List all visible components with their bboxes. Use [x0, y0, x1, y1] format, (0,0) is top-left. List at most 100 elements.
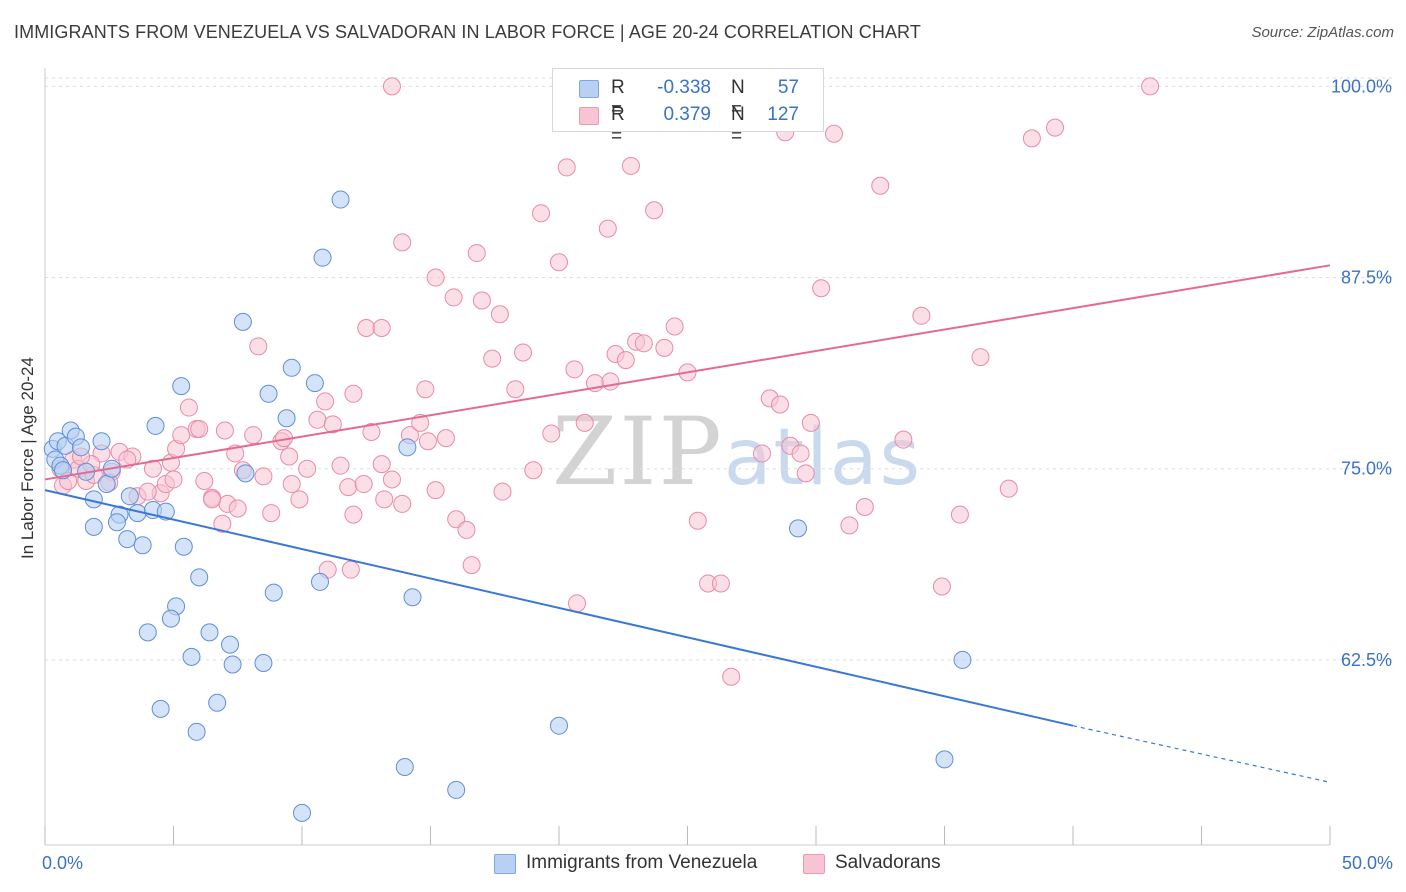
data-point-salvadoran: [493, 482, 512, 501]
data-point-venezuela: [789, 519, 808, 538]
data-point-salvadoran: [298, 459, 317, 478]
data-point-salvadoran: [514, 343, 533, 362]
data-point-salvadoran: [999, 479, 1018, 498]
legend-swatch-venezuela: [579, 80, 599, 98]
data-point-venezuela: [156, 502, 175, 521]
source-label: Source: ZipAtlas.com: [1251, 24, 1394, 41]
data-point-salvadoran: [382, 77, 401, 96]
data-point-venezuela: [395, 757, 414, 776]
data-point-venezuela: [305, 374, 324, 393]
data-point-salvadoran: [362, 423, 381, 442]
data-point-salvadoran: [462, 556, 481, 575]
data-point-venezuela: [133, 536, 152, 555]
data-point-venezuela: [223, 655, 242, 674]
data-point-salvadoran: [894, 430, 913, 449]
data-point-venezuela: [71, 438, 90, 457]
data-point-salvadoran: [457, 520, 476, 539]
bottom-legend-label: Immigrants from Venezuela: [526, 852, 758, 873]
data-point-venezuela: [120, 487, 139, 506]
data-point-salvadoran: [308, 410, 327, 429]
data-point-salvadoran: [645, 201, 664, 220]
bottom-legend-label: Salvadorans: [835, 852, 941, 873]
data-point-salvadoran: [601, 372, 620, 391]
data-point-salvadoran: [550, 253, 568, 272]
data-point-salvadoran: [532, 204, 551, 223]
data-point-salvadoran: [195, 471, 214, 490]
data-point-venezuela: [161, 609, 180, 628]
data-point-salvadoran: [634, 334, 653, 353]
data-point-salvadoran: [467, 244, 486, 263]
data-point-venezuela: [953, 650, 972, 669]
data-point-salvadoran: [655, 338, 674, 357]
data-point-salvadoran: [840, 516, 859, 535]
x-tick-label: 0.0%: [42, 853, 83, 873]
data-point-salvadoran: [382, 470, 401, 489]
data-point-salvadoran: [722, 667, 741, 686]
data-point-salvadoran: [444, 288, 463, 307]
data-point-salvadoran: [215, 421, 234, 440]
legend-n-label: N =: [731, 77, 745, 120]
data-point-salvadoran: [357, 319, 376, 338]
data-point-venezuela: [293, 803, 311, 822]
data-point-salvadoran: [190, 419, 209, 438]
data-point-salvadoran: [228, 499, 247, 518]
data-point-salvadoran: [542, 424, 561, 443]
x-tick-label: 50.0%: [1342, 853, 1393, 873]
data-point-salvadoran: [824, 124, 843, 143]
data-point-venezuela: [84, 517, 103, 536]
data-point-venezuela: [146, 416, 165, 435]
y-tick-label: 62.5%: [1341, 650, 1392, 670]
data-point-venezuela: [53, 461, 72, 480]
data-point-venezuela: [200, 623, 219, 642]
data-point-salvadoran: [344, 505, 363, 524]
data-point-venezuela: [403, 588, 422, 607]
data-point-salvadoran: [249, 337, 268, 356]
data-point-venezuela: [190, 568, 209, 587]
data-point-salvadoran: [316, 392, 335, 411]
data-point-salvadoran: [711, 574, 730, 593]
data-point-salvadoran: [418, 432, 437, 451]
data-point-venezuela: [172, 377, 191, 396]
data-point-salvadoran: [426, 481, 445, 500]
data-point-salvadoran: [323, 415, 342, 434]
data-point-salvadoran: [753, 444, 772, 463]
data-point-salvadoran: [436, 429, 455, 448]
data-point-salvadoran: [598, 219, 617, 238]
data-point-salvadoran: [771, 395, 790, 414]
data-point-salvadoran: [567, 594, 586, 613]
data-point-salvadoran: [812, 279, 831, 298]
y-tick-label: 75.0%: [1341, 459, 1392, 479]
data-point-salvadoran: [932, 577, 951, 596]
data-point-salvadoran: [290, 490, 309, 509]
y-axis-label: In Labor Force | Age 20-24: [18, 357, 37, 559]
data-point-salvadoran: [372, 319, 391, 338]
data-point-venezuela: [92, 432, 111, 451]
data-point-salvadoran: [244, 426, 263, 445]
legend-r-value: -0.338: [657, 77, 711, 98]
data-point-salvadoran: [282, 475, 301, 494]
trendline-venezuela-extension: [1072, 725, 1331, 783]
stats-legend: R = -0.338 N = 57 R = 0.379 N = 127: [552, 68, 824, 147]
data-point-salvadoran: [344, 384, 363, 403]
data-point-salvadoran: [665, 317, 684, 336]
data-point-venezuela: [259, 384, 278, 403]
data-point-venezuela: [331, 190, 350, 209]
data-point-salvadoran: [354, 475, 373, 494]
data-point-salvadoran: [416, 380, 435, 399]
data-point-venezuela: [254, 653, 273, 672]
data-point-salvadoran: [393, 233, 412, 252]
legend-n-label: N =: [731, 104, 745, 147]
data-point-salvadoran: [855, 497, 874, 516]
data-point-venezuela: [550, 716, 568, 735]
data-point-salvadoran: [791, 444, 810, 463]
data-point-salvadoran: [339, 478, 358, 497]
data-point-venezuela: [118, 530, 137, 549]
legend-r-label: R =: [611, 104, 625, 147]
data-point-salvadoran: [254, 467, 273, 486]
data-point-venezuela: [151, 699, 170, 718]
data-point-salvadoran: [796, 464, 815, 483]
data-point-venezuela: [221, 635, 240, 654]
data-point-salvadoran: [203, 490, 222, 509]
data-point-salvadoran: [575, 413, 594, 432]
